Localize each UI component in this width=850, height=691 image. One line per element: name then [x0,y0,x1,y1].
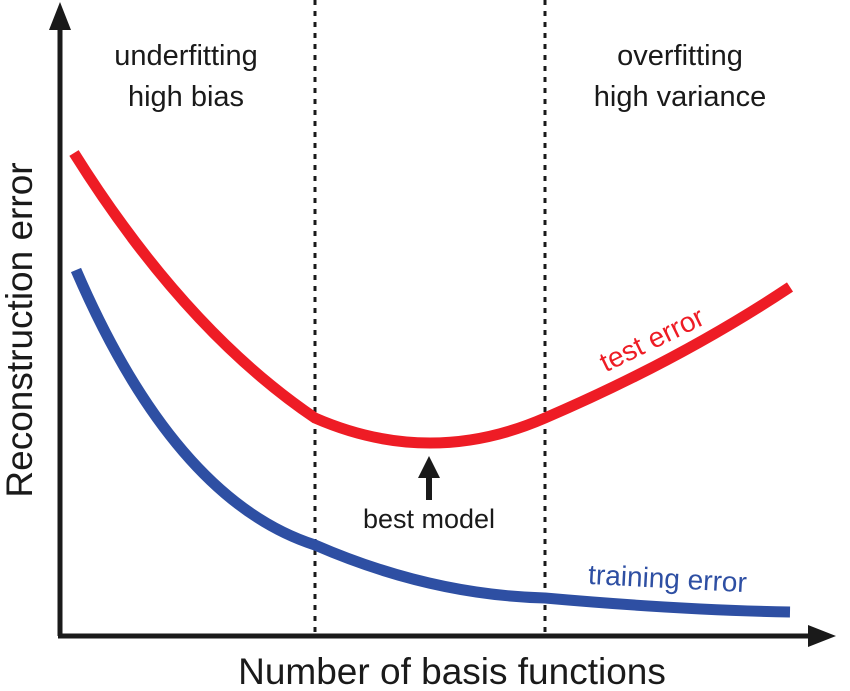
best-model-label: best model [363,504,495,534]
test-error-curve [69,150,794,449]
overfitting-label: overfitting [617,40,743,72]
high-variance-label: high variance [594,81,767,113]
x-axis-arrowhead [808,625,836,647]
best-model-arrow-head [418,456,440,478]
underfitting-label: underfitting [114,40,258,72]
x-axis-title: Number of basis functions [238,651,666,691]
high-bias-label: high bias [128,81,244,113]
training-error-label: training error [587,559,747,598]
y-axis-arrowhead [49,2,71,30]
y-axis-title: Reconstruction error [0,162,40,497]
training-error-curve [70,267,791,618]
